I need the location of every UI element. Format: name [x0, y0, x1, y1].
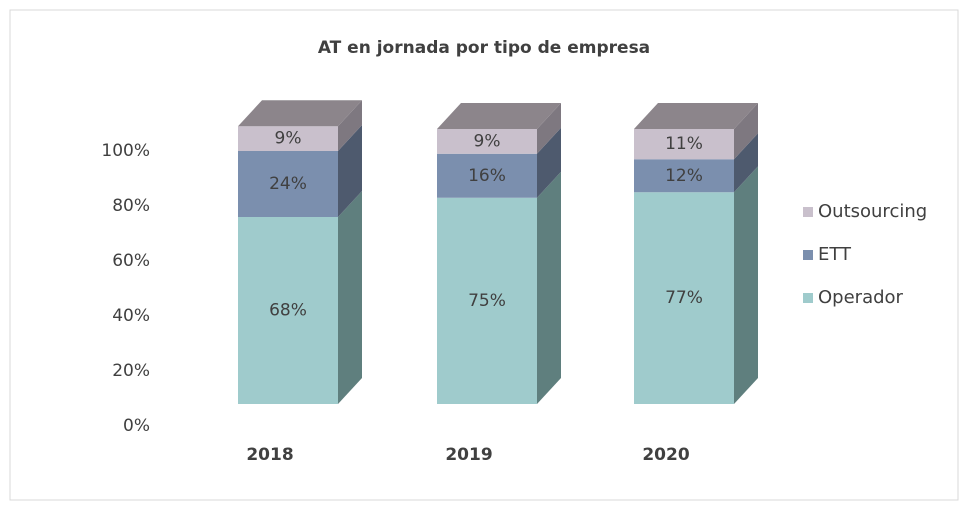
- data-label: 77%: [665, 288, 703, 308]
- x-tick-label: 2019: [445, 445, 492, 465]
- y-tick-label: 60%: [112, 251, 150, 271]
- data-label: 24%: [269, 174, 307, 194]
- y-tick-label: 0%: [123, 416, 150, 436]
- bar-side: [338, 191, 362, 404]
- data-label: 11%: [665, 134, 703, 154]
- legend-label: Operador: [818, 287, 904, 308]
- y-tick-label: 40%: [112, 306, 150, 326]
- bar-side: [734, 166, 758, 404]
- bar-segment: [238, 126, 338, 151]
- bar-side: [338, 100, 362, 151]
- bar-segment: [634, 192, 734, 404]
- bar-segment: [634, 129, 734, 160]
- bar-side: [338, 125, 362, 217]
- data-label: 12%: [665, 166, 703, 186]
- data-label: 9%: [474, 131, 501, 151]
- legend-swatch: [803, 293, 813, 303]
- legend-label: ETT: [818, 244, 852, 265]
- bar-top: [437, 103, 561, 129]
- y-tick-label: 100%: [101, 141, 150, 161]
- bar-side: [537, 171, 561, 404]
- bar-segment: [437, 129, 537, 154]
- legend-swatch: [803, 250, 813, 260]
- chart-title: AT en jornada por tipo de empresa: [318, 38, 650, 58]
- bar-segment: [437, 153, 537, 198]
- bar-segment: [238, 217, 338, 404]
- bar-side: [537, 127, 561, 198]
- bar-segment: [437, 197, 537, 404]
- bar-side: [734, 133, 758, 193]
- bar-side: [734, 103, 758, 160]
- x-tick-label: 2020: [642, 445, 689, 465]
- bar-segment: [634, 159, 734, 193]
- x-tick-label: 2018: [246, 445, 293, 465]
- data-label: 75%: [468, 291, 506, 311]
- data-label: 9%: [275, 129, 302, 149]
- legend-swatch: [803, 207, 813, 217]
- bar-top: [634, 103, 758, 129]
- bar-segment: [238, 151, 338, 217]
- y-tick-label: 80%: [112, 196, 150, 216]
- bar-top: [238, 100, 362, 127]
- data-label: 16%: [468, 166, 506, 186]
- y-tick-label: 20%: [112, 361, 150, 381]
- legend-label: Outsourcing: [818, 201, 927, 222]
- data-label: 68%: [269, 301, 307, 321]
- bar-side: [537, 103, 561, 154]
